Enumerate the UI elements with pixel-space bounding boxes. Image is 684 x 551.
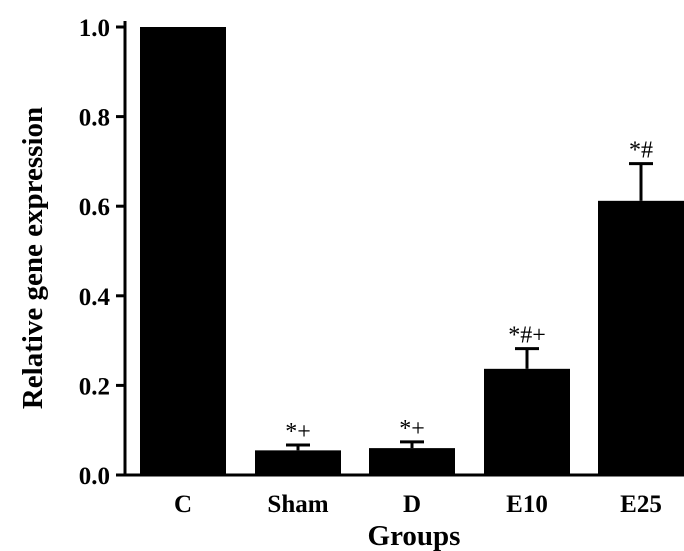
x-tick-label: E10 <box>506 491 548 518</box>
x-tick-label: E25 <box>620 491 662 518</box>
y-tick-label: 0.4 <box>79 284 111 311</box>
significance-label: *+ <box>399 416 425 442</box>
bar <box>598 200 684 475</box>
x-axis: C Sham D E10 E25 <box>124 473 684 518</box>
y-tick-label: 0.8 <box>79 105 110 132</box>
y-tick-label: 1.0 <box>79 15 110 42</box>
x-tick-label: Sham <box>267 491 328 518</box>
bar <box>484 368 570 475</box>
significance-label: *#+ <box>508 323 546 349</box>
x-tick-label: C <box>174 491 192 518</box>
significance-label: *# <box>629 138 653 164</box>
y-tick-label: 0.0 <box>79 463 110 490</box>
bar <box>369 448 455 475</box>
y-tick-label: 0.2 <box>79 373 110 400</box>
significance-label: *+ <box>285 419 311 445</box>
y-axis-title: Relative gene expression <box>17 107 49 409</box>
bar <box>255 450 341 475</box>
y-axis: 0.0 0.2 0.4 0.6 0.8 1.0 <box>79 15 127 490</box>
x-tick-label: D <box>403 491 421 518</box>
x-axis-title: Groups <box>368 520 461 551</box>
bars: *+ *+ *#+ *# <box>140 27 684 475</box>
y-tick-label: 0.6 <box>79 194 110 221</box>
bar <box>140 27 226 475</box>
